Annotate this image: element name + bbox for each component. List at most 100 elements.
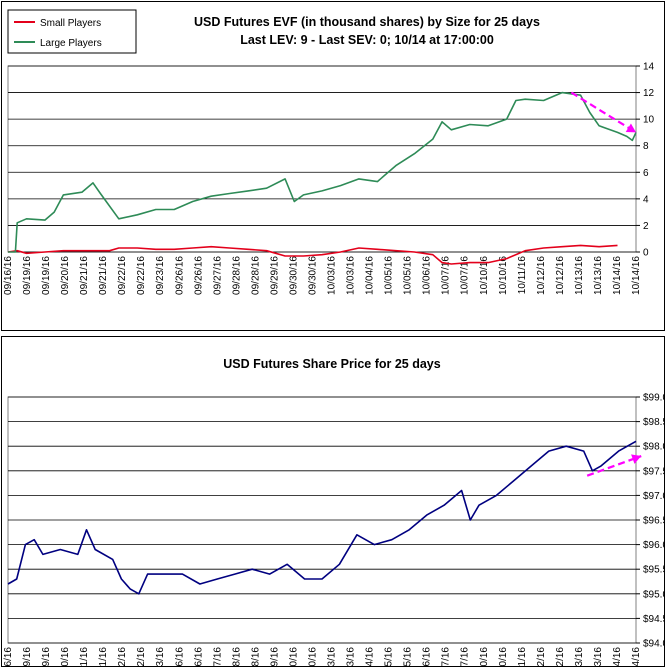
legend-small-players: Small Players [40, 18, 101, 29]
x-tick-label: 10/12/16 [536, 256, 547, 295]
x-tick-label: 09/22/16 [117, 256, 128, 295]
x-tick-label: 10/11/16 [517, 256, 528, 295]
evf-chart: USD Futures EVF (in thousand shares) by … [3, 9, 655, 295]
x-tick-label: 09/28/16 [231, 256, 242, 295]
x-tick-label: 10/12/16 [555, 256, 566, 295]
arrow-head [631, 454, 642, 464]
y-tick-label: $97.5 [643, 466, 664, 477]
series-lines [7, 440, 637, 595]
chart-panel-bottom: USD Futures Share Price for 25 days $94.… [1, 336, 665, 667]
x-tick-label: 09/16/16 [3, 256, 14, 295]
x-tick-label: 09/16/16 [3, 647, 14, 666]
legend-box [7, 9, 137, 54]
x-tick-label: 09/23/16 [155, 256, 166, 295]
y-tick-label: 12 [643, 88, 655, 99]
x-tick-label: 09/21/16 [98, 647, 109, 666]
x-tick-label: 10/10/16 [498, 647, 509, 666]
chart-title: USD Futures Share Price for 25 days [223, 357, 440, 371]
x-tick-label: 10/14/16 [612, 647, 623, 666]
trend-arrow [570, 91, 637, 134]
x-tick-label: 10/11/16 [517, 647, 528, 666]
y-tick-label: 14 [643, 62, 655, 73]
x-tick-label: 09/26/16 [174, 256, 185, 295]
grid-lines [8, 65, 640, 253]
y-tick-label: $95.5 [643, 565, 664, 576]
x-tick-label: 10/14/16 [612, 256, 623, 295]
x-tick-label: 09/26/16 [193, 647, 204, 666]
x-tick-label: 09/19/16 [41, 256, 52, 295]
x-tick-label: 10/14/16 [631, 647, 642, 666]
legend-large-players: Large Players [40, 38, 102, 49]
x-tick-label: 09/19/16 [22, 647, 33, 666]
legend: Small Players Large Players [7, 9, 137, 54]
series-lines [7, 91, 637, 265]
x-tick-label: 09/29/16 [269, 256, 280, 295]
x-tick-label: 10/13/16 [593, 256, 604, 295]
x-tick-label: 10/14/16 [631, 256, 642, 295]
x-tick-label: 09/30/16 [307, 647, 318, 666]
x-tick-label: 10/03/16 [346, 647, 357, 666]
y-tick-label: $98.5 [643, 417, 664, 428]
grid-lines [8, 396, 640, 644]
x-tick-label: 10/03/16 [346, 256, 357, 295]
x-tick-label: 09/21/16 [79, 256, 90, 295]
x-tick-label: 10/04/16 [365, 256, 376, 295]
y-tick-label: $95.0 [643, 589, 664, 600]
y-tick-label: 2 [643, 221, 649, 232]
x-tick-label: 10/05/16 [403, 647, 414, 666]
y-tick-label: $98.0 [643, 442, 664, 453]
x-tick-label: 10/07/16 [460, 256, 471, 295]
x-tick-label: 10/05/16 [403, 256, 414, 295]
y-axis-labels: $94.0 $94.5 $95.0 $95.5 $96.0 $96.5 $97.0 $97.5… [643, 393, 664, 650]
x-tick-label: 09/20/16 [60, 647, 71, 666]
x-tick-label: 10/06/16 [422, 256, 433, 295]
y-tick-label: $96.0 [643, 540, 664, 551]
x-tick-label: 10/03/16 [327, 256, 338, 295]
y-tick-label: 6 [643, 168, 649, 179]
x-tick-label: 10/10/16 [498, 256, 509, 295]
x-tick-label: 10/04/16 [365, 647, 376, 666]
x-tick-label: 09/27/16 [212, 647, 223, 666]
x-tick-label: 10/05/16 [384, 256, 395, 295]
chart-panel-top: USD Futures EVF (in thousand shares) by … [1, 1, 665, 331]
x-axis-labels: 09/16/16 09/19/16 09/19/16 09/20/16 09/21/16… [3, 647, 642, 666]
y-axis-labels: 0 2 4 6 8 10 12 14 [643, 62, 655, 259]
x-tick-label: 09/26/16 [193, 256, 204, 295]
arrow-shaft [586, 455, 642, 477]
x-tick-label: 10/06/16 [422, 647, 433, 666]
x-tick-label: 09/30/16 [288, 647, 299, 666]
y-tick-label: $94.0 [643, 639, 664, 650]
chart-title: USD Futures EVF (in thousand shares) by … [194, 15, 540, 29]
y-tick-label: $97.0 [643, 491, 664, 502]
x-tick-label: 10/13/16 [574, 256, 585, 295]
y-tick-label: 4 [643, 194, 649, 205]
x-tick-label: 09/30/16 [307, 256, 318, 295]
arrow-head [625, 123, 636, 133]
x-tick-label: 09/30/16 [288, 256, 299, 295]
x-tick-label: 10/07/16 [441, 647, 452, 666]
x-tick-label: 09/19/16 [22, 256, 33, 295]
y-tick-label: $94.5 [643, 614, 664, 625]
y-tick-label: 8 [643, 141, 649, 152]
x-tick-label: 10/10/16 [479, 647, 490, 666]
x-tick-label: 09/29/16 [269, 647, 280, 666]
x-tick-label: 09/22/16 [136, 256, 147, 295]
arrow-shaft [570, 91, 637, 134]
y-tick-label: 10 [643, 115, 655, 126]
x-tick-label: 10/07/16 [460, 647, 471, 666]
x-tick-label: 09/23/16 [155, 647, 166, 666]
x-tick-label: 10/12/16 [536, 647, 547, 666]
x-tick-label: 09/19/16 [41, 647, 52, 666]
x-tick-label: 09/26/16 [174, 647, 185, 666]
y-tick-label: 0 [643, 248, 649, 259]
x-tick-label: 09/20/16 [60, 256, 71, 295]
series-line-0 [7, 440, 637, 595]
x-tick-label: 10/05/16 [384, 647, 395, 666]
series-line-0 [7, 244, 618, 265]
x-tick-label: 09/22/16 [136, 647, 147, 666]
price-chart: USD Futures Share Price for 25 days $94.… [3, 357, 664, 666]
x-tick-label: 09/28/16 [231, 647, 242, 666]
x-tick-label: 10/03/16 [327, 647, 338, 666]
y-tick-label: $99.0 [643, 393, 664, 404]
x-tick-label: 10/07/16 [441, 256, 452, 295]
